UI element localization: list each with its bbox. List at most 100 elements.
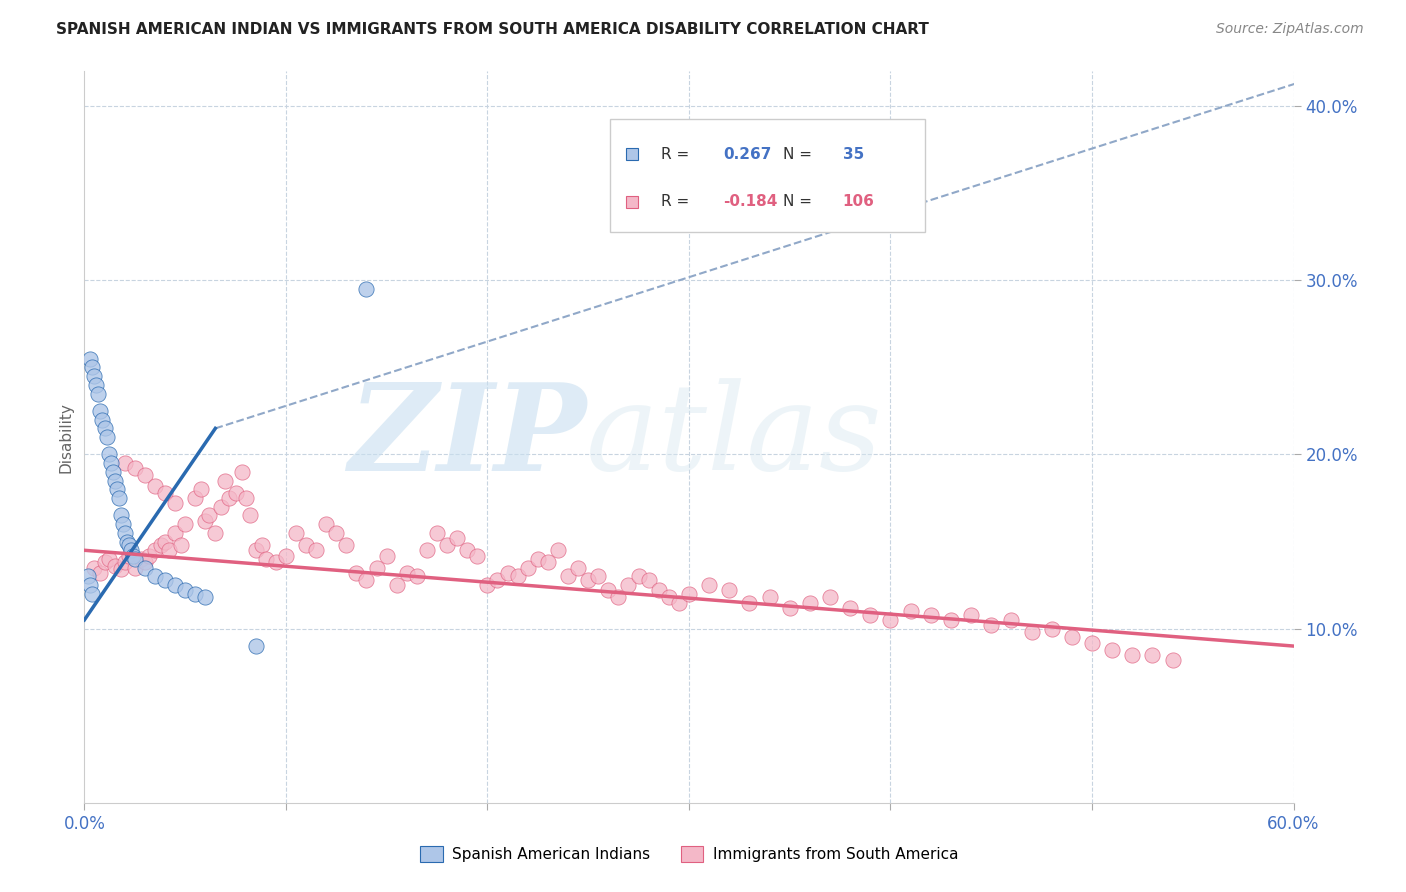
- Point: [153, 573, 176, 587]
- Y-axis label: Disability: Disability: [58, 401, 73, 473]
- Point: [104, 558, 127, 573]
- Point: [697, 578, 720, 592]
- Point: [567, 560, 589, 574]
- Point: [668, 595, 690, 609]
- Point: [1021, 625, 1043, 640]
- Point: [305, 543, 328, 558]
- Point: [588, 569, 610, 583]
- Point: [617, 578, 640, 592]
- Legend: Spanish American Indians, Immigrants from South America: Spanish American Indians, Immigrants fro…: [413, 840, 965, 868]
- Point: [1040, 622, 1063, 636]
- Point: [366, 560, 388, 574]
- Point: [204, 525, 226, 540]
- Point: [557, 569, 579, 583]
- FancyBboxPatch shape: [610, 119, 925, 232]
- Point: [245, 639, 267, 653]
- Text: N =: N =: [783, 146, 817, 161]
- Point: [406, 569, 429, 583]
- Point: [153, 485, 176, 500]
- Point: [118, 549, 141, 563]
- Point: [285, 525, 308, 540]
- Point: [939, 613, 962, 627]
- Point: [105, 483, 128, 497]
- Point: [254, 552, 277, 566]
- Point: [157, 543, 180, 558]
- Point: [235, 491, 257, 505]
- Point: [209, 500, 232, 514]
- Point: [467, 549, 489, 563]
- Point: [839, 600, 862, 615]
- Point: [184, 491, 207, 505]
- Point: [100, 456, 122, 470]
- Point: [627, 569, 650, 583]
- Point: [153, 534, 176, 549]
- Point: [198, 508, 221, 523]
- Point: [1121, 648, 1143, 662]
- Point: [96, 430, 118, 444]
- Point: [93, 556, 115, 570]
- Point: [138, 549, 160, 563]
- Point: [1000, 613, 1022, 627]
- Point: [900, 604, 922, 618]
- Point: [110, 562, 132, 576]
- Point: [718, 583, 741, 598]
- Point: [190, 483, 212, 497]
- Point: [124, 560, 146, 574]
- Point: [82, 360, 104, 375]
- Point: [678, 587, 700, 601]
- Point: [86, 377, 108, 392]
- Text: Source: ZipAtlas.com: Source: ZipAtlas.com: [1216, 22, 1364, 37]
- Point: [97, 552, 120, 566]
- Point: [264, 556, 287, 570]
- Point: [295, 538, 318, 552]
- Text: R =: R =: [661, 146, 695, 161]
- Point: [1161, 653, 1184, 667]
- Point: [245, 543, 267, 558]
- Point: [134, 560, 156, 574]
- Point: [218, 491, 240, 505]
- Point: [395, 566, 418, 580]
- Point: [416, 543, 439, 558]
- Point: [818, 591, 841, 605]
- Point: [239, 508, 262, 523]
- Point: [97, 448, 120, 462]
- Point: [124, 461, 146, 475]
- Point: [356, 282, 378, 296]
- Point: [170, 538, 193, 552]
- Point: [101, 465, 124, 479]
- Point: [758, 591, 780, 605]
- Point: [738, 595, 761, 609]
- Point: [920, 607, 942, 622]
- Point: [486, 573, 509, 587]
- Point: [115, 534, 138, 549]
- Point: [107, 491, 129, 505]
- Point: [110, 508, 132, 523]
- Point: [576, 573, 599, 587]
- Point: [225, 485, 247, 500]
- Point: [121, 549, 143, 563]
- Point: [607, 591, 630, 605]
- Point: [174, 583, 197, 598]
- Point: [496, 566, 519, 580]
- Point: [1101, 642, 1123, 657]
- Point: [83, 369, 105, 384]
- Point: [506, 569, 529, 583]
- Point: [274, 549, 297, 563]
- Point: [637, 573, 659, 587]
- Point: [149, 538, 172, 552]
- Point: [129, 552, 152, 566]
- Point: [346, 566, 368, 580]
- Point: [184, 587, 207, 601]
- Text: atlas: atlas: [586, 378, 883, 496]
- Point: [426, 525, 449, 540]
- Point: [89, 566, 111, 580]
- Point: [547, 543, 569, 558]
- Point: [83, 560, 105, 574]
- Point: [111, 517, 134, 532]
- Point: [980, 618, 1002, 632]
- Point: [231, 465, 253, 479]
- Point: [79, 578, 101, 592]
- Point: [114, 456, 136, 470]
- Point: [118, 538, 141, 552]
- Text: SPANISH AMERICAN INDIAN VS IMMIGRANTS FROM SOUTH AMERICA DISABILITY CORRELATION : SPANISH AMERICAN INDIAN VS IMMIGRANTS FR…: [56, 22, 929, 37]
